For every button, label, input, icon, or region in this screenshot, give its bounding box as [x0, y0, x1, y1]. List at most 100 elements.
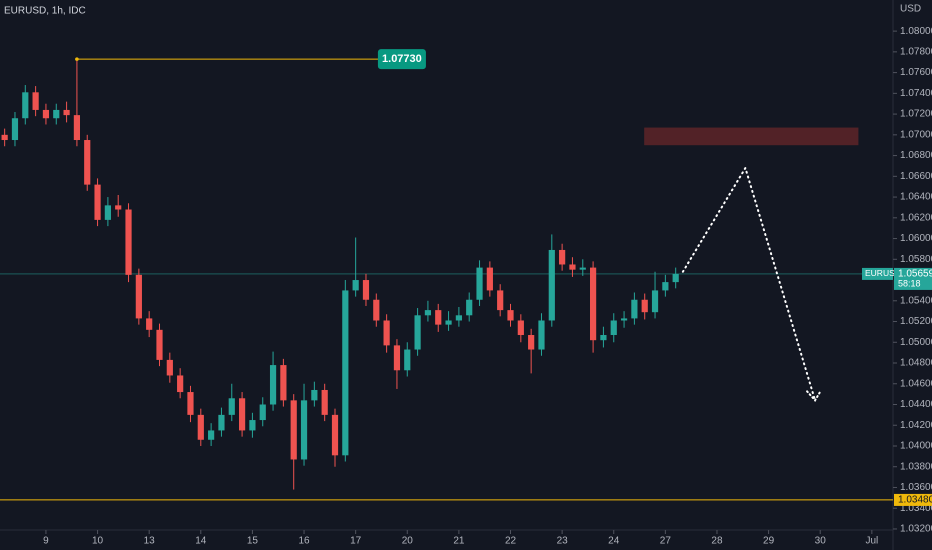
- x-tick-label: 22: [505, 536, 517, 547]
- candle-body: [497, 290, 504, 311]
- y-tick-label: 1.03600: [900, 482, 932, 493]
- x-tick-label: Jul: [865, 536, 878, 547]
- candle-body: [331, 414, 339, 456]
- candle-body: [1, 134, 8, 141]
- y-tick-label: 1.08000: [900, 26, 932, 37]
- candle-body: [610, 320, 617, 336]
- candle-body: [300, 400, 308, 460]
- y-tick-label: 1.06400: [900, 192, 932, 203]
- x-tick-label: 27: [660, 536, 672, 547]
- y-tick-label: 1.07000: [900, 129, 932, 140]
- candle-body: [476, 267, 483, 300]
- candle-body: [589, 267, 597, 341]
- candle-body: [435, 310, 442, 325]
- candle-body: [32, 92, 39, 110]
- candle-body: [373, 299, 380, 321]
- candle-body: [507, 310, 514, 321]
- y-tick-label: 1.04000: [900, 441, 932, 452]
- candle-body: [486, 267, 493, 291]
- candle-body: [238, 398, 246, 431]
- x-tick-label: 24: [608, 536, 620, 547]
- y-tick-label: 1.03200: [900, 524, 932, 535]
- y-tick-label: 1.03800: [900, 461, 932, 472]
- candle-body: [672, 273, 679, 283]
- x-tick-label: 15: [247, 536, 259, 547]
- candle-body: [445, 320, 452, 325]
- candle-body: [84, 140, 91, 185]
- x-tick-label: 10: [92, 536, 104, 547]
- y-tick-label: 1.05800: [900, 254, 932, 265]
- x-tick-label: 20: [402, 536, 414, 547]
- x-tick-label: 17: [350, 536, 362, 547]
- y-tick-label: 1.05200: [900, 316, 932, 327]
- y-tick-label: 1.05000: [900, 337, 932, 348]
- candle-body: [620, 318, 628, 321]
- candle-body: [280, 365, 287, 401]
- candle-body: [156, 329, 163, 360]
- y-tick-label: 1.03400: [900, 503, 932, 514]
- x-tick-label: 16: [298, 536, 310, 547]
- y-tick-label: 1.04600: [900, 378, 932, 389]
- high-marker-box: [377, 49, 426, 70]
- candle-body: [269, 365, 277, 405]
- candle-body: [548, 249, 555, 321]
- y-tick-label: 1.04400: [900, 399, 932, 410]
- y-tick-label: 1.04800: [900, 358, 932, 369]
- candle-body: [651, 290, 659, 313]
- y-tick-label: 1.06800: [900, 150, 932, 161]
- y-tick-label: 1.04200: [900, 420, 932, 431]
- support-price-label: 1.03480: [898, 495, 932, 506]
- y-tick-label: 1.06600: [900, 171, 932, 182]
- candle-body: [362, 280, 370, 300]
- y-tick-label: 1.07800: [900, 46, 932, 57]
- candle-body: [342, 290, 349, 456]
- candle-body: [517, 320, 524, 336]
- candle-body: [218, 414, 225, 431]
- candle-body: [528, 335, 535, 350]
- candle-body: [600, 335, 607, 341]
- candle-body: [424, 310, 432, 316]
- candle-body: [414, 315, 421, 350]
- x-tick-label: 14: [195, 536, 207, 547]
- candle-body: [135, 274, 142, 319]
- candle-body: [569, 264, 576, 270]
- candle-body: [42, 109, 50, 119]
- candle-body: [94, 184, 101, 220]
- projection-arrowhead: [806, 389, 823, 403]
- symbol-box: [862, 267, 893, 280]
- candle-body: [404, 349, 411, 371]
- candle-body: [559, 249, 566, 265]
- candle-body: [11, 118, 19, 141]
- candle-body: [259, 404, 266, 421]
- x-tick-label: 28: [711, 536, 723, 547]
- symbol-label: EURUSD: [865, 268, 901, 278]
- candle-body: [321, 389, 328, 415]
- candle-body: [73, 115, 81, 141]
- candle-body: [187, 392, 194, 415]
- candle-body: [146, 318, 153, 330]
- projection-path: [681, 165, 817, 402]
- y-tick-label: 1.05400: [900, 295, 932, 306]
- y-tick-label: 1.07400: [900, 88, 932, 99]
- candle-body: [311, 389, 318, 401]
- candle-body: [197, 414, 204, 440]
- candle-body: [125, 209, 132, 275]
- zone: [644, 127, 859, 146]
- high-marker-label: 1.07730: [382, 53, 422, 65]
- candle-body: [455, 315, 462, 321]
- candle-body: [290, 400, 297, 460]
- candle-body: [177, 375, 184, 393]
- chart-title: EURUSD, 1h, IDC: [4, 6, 86, 17]
- candle-body: [63, 109, 70, 116]
- x-tick-label: 30: [815, 536, 827, 547]
- candle-body: [53, 109, 60, 119]
- last-price-box: [894, 267, 932, 290]
- countdown-label: 58:18: [898, 278, 921, 288]
- candle-body: [383, 320, 390, 346]
- x-tick-label: 29: [763, 536, 775, 547]
- candle-body: [115, 205, 122, 210]
- y-tick-label: 1.07600: [900, 67, 932, 78]
- high-marker-dot: [75, 57, 79, 61]
